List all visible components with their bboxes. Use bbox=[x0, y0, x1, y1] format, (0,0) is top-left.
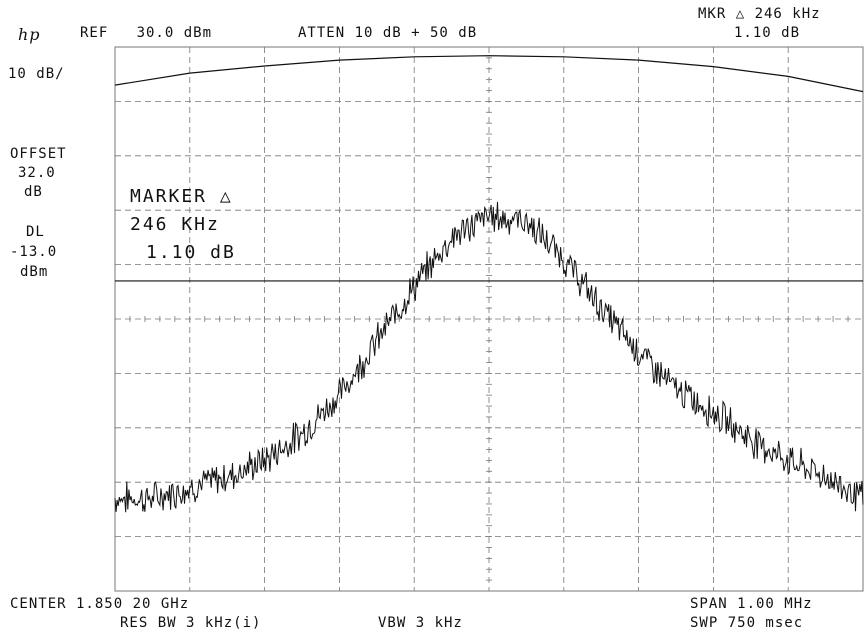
offset-unit: dB bbox=[24, 184, 43, 200]
scale-label: 10 dB/ bbox=[8, 66, 65, 82]
annotation-amplitude: 1.10 dB bbox=[146, 242, 236, 263]
hp-logo: hp bbox=[18, 25, 41, 44]
marker-readout-value: 1.10 dB bbox=[734, 25, 801, 41]
graticule-ticks bbox=[129, 57, 849, 581]
frequency-span: SPAN 1.00 MHz bbox=[690, 596, 813, 612]
attenuation: ATTEN 10 dB + 50 dB bbox=[298, 25, 478, 41]
spectrum-trace bbox=[114, 201, 864, 513]
filter-response-curve bbox=[114, 55, 864, 93]
video-bandwidth: VBW 3 kHz bbox=[378, 615, 463, 631]
annotation-marker-delta: MARKER △ bbox=[130, 186, 233, 207]
annotation-frequency: 246 KHz bbox=[130, 214, 220, 235]
offset-value: 32.0 bbox=[18, 165, 56, 181]
marker-readout-label: MKR △ 246 kHz bbox=[698, 6, 821, 22]
offset-label: OFFSET bbox=[10, 146, 67, 162]
display-line-value: -13.0 bbox=[10, 244, 58, 260]
sweep-time: SWP 750 msec bbox=[690, 615, 804, 631]
center-frequency: CENTER 1.850 20 GHz bbox=[10, 596, 190, 612]
reference-level: REF 30.0 dBm bbox=[80, 25, 213, 41]
display-line-label: DL bbox=[26, 224, 45, 240]
resolution-bandwidth: RES BW 3 kHz(i) bbox=[120, 615, 262, 631]
display-line-unit: dBm bbox=[20, 264, 49, 280]
